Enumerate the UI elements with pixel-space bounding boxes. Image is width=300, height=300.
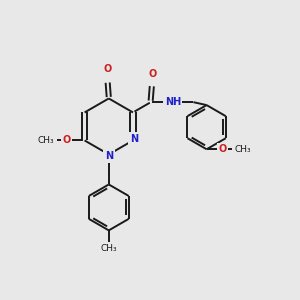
Text: NH: NH	[165, 97, 181, 107]
Text: O: O	[219, 144, 227, 154]
Text: O: O	[62, 135, 70, 146]
Text: N: N	[105, 151, 113, 161]
Text: O: O	[148, 69, 156, 79]
Text: O: O	[103, 64, 111, 74]
Text: CH₃: CH₃	[235, 145, 251, 154]
Text: CH₃: CH₃	[100, 244, 117, 253]
Text: CH₃: CH₃	[37, 136, 54, 145]
Text: N: N	[130, 134, 139, 144]
